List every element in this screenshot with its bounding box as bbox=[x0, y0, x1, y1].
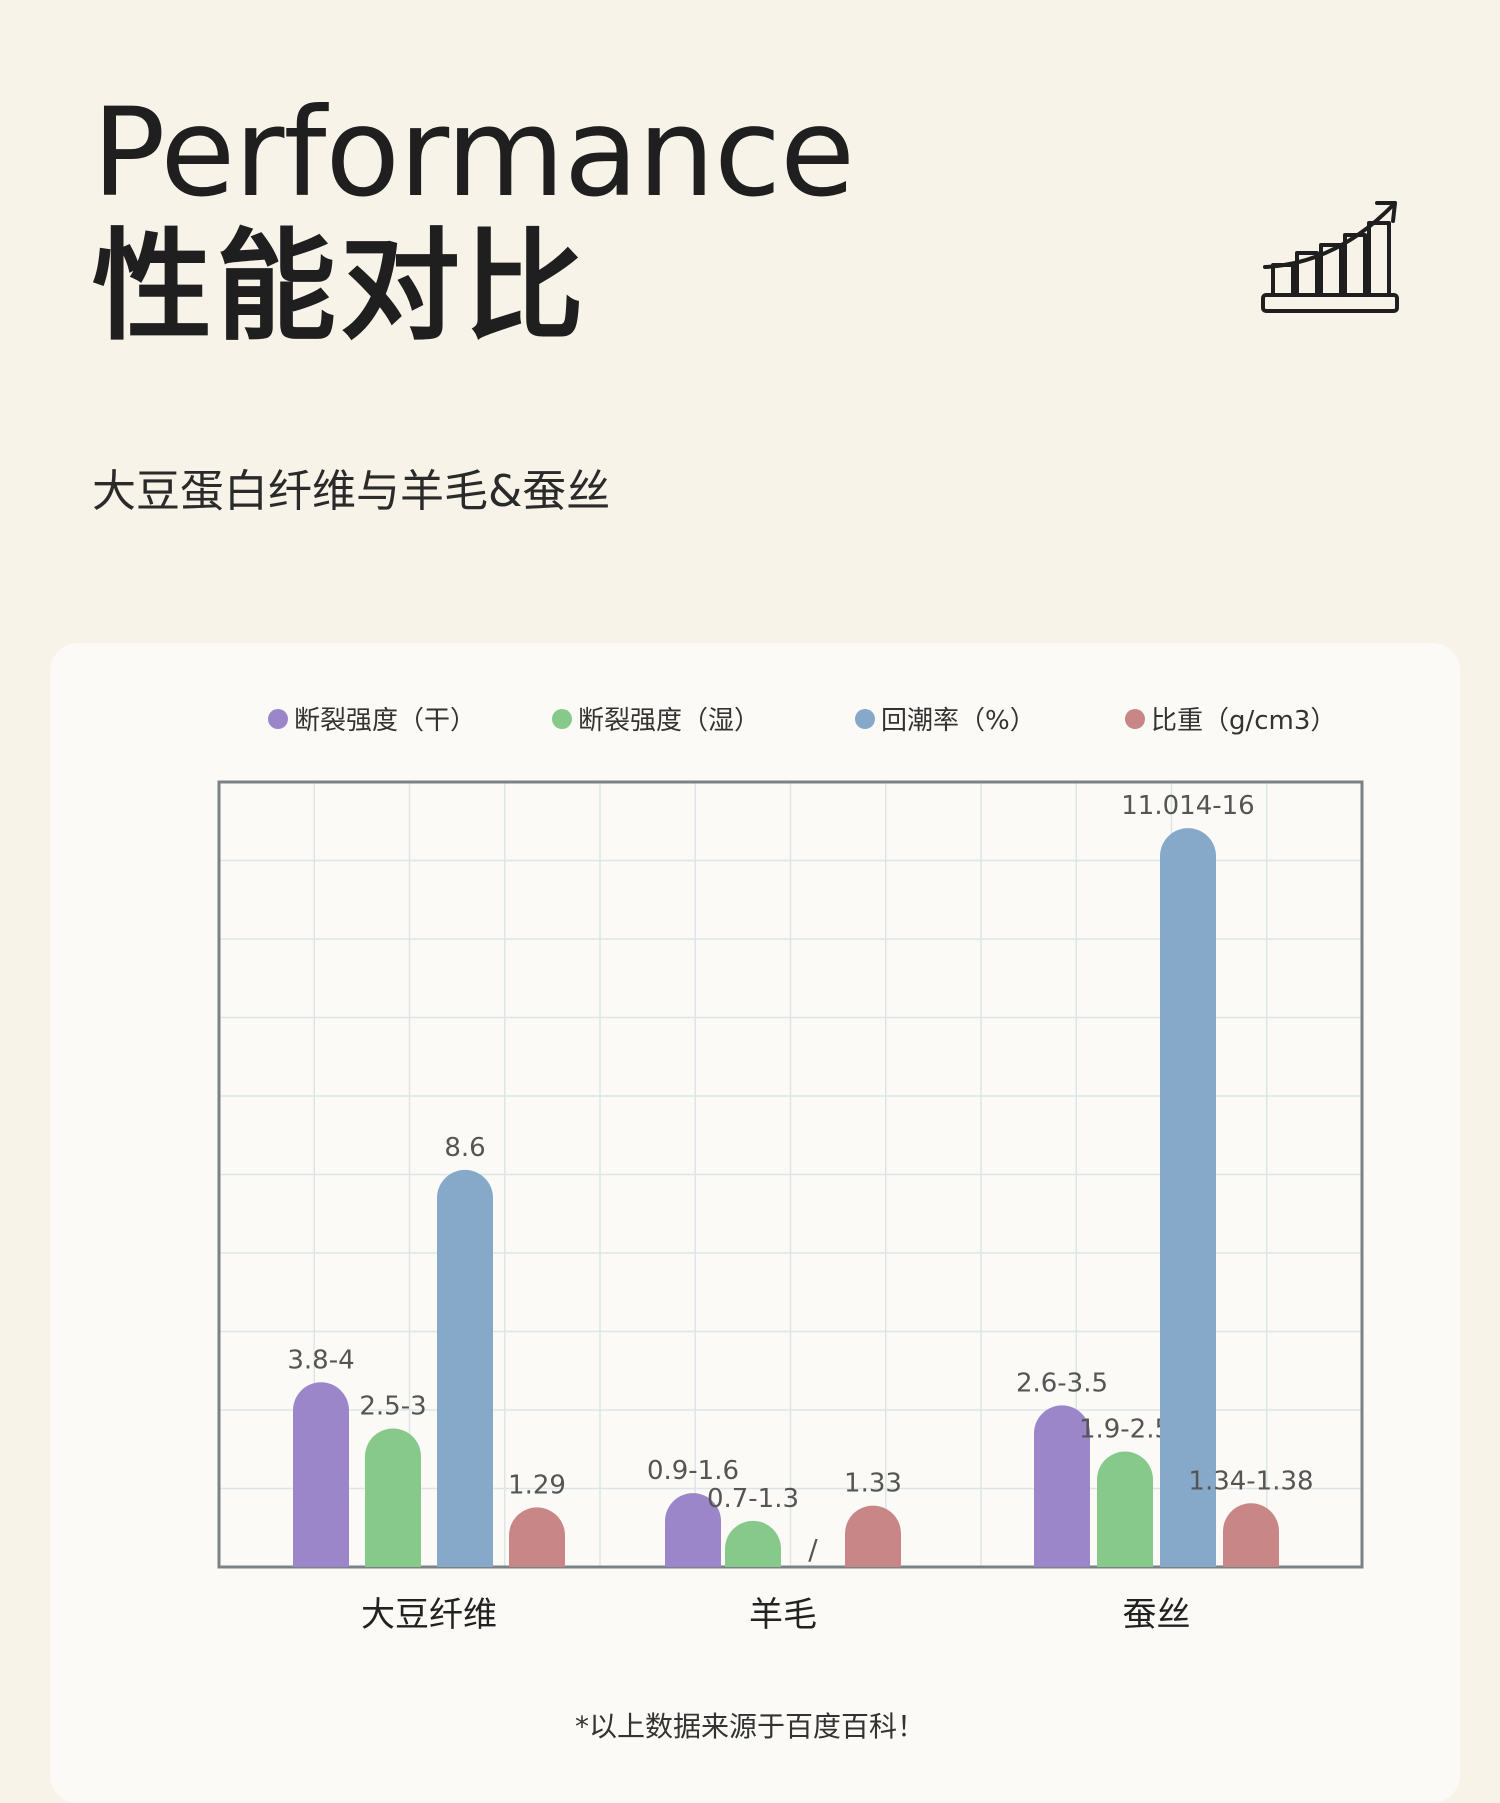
category-label: 蚕丝 bbox=[1123, 1595, 1191, 1635]
footnote: *以上数据来源于百度百科！ bbox=[574, 1710, 925, 1743]
legend-item: 断裂强度（干） bbox=[268, 700, 476, 737]
legend-swatch bbox=[552, 708, 572, 729]
data-label: 0.9-1.6 bbox=[647, 1456, 739, 1486]
bar bbox=[365, 1428, 421, 1567]
page-title-cn: 性能对比 bbox=[92, 218, 588, 357]
legend-swatch bbox=[268, 708, 288, 729]
plot-frame bbox=[217, 780, 1364, 1569]
data-label: 1.29 bbox=[508, 1470, 566, 1500]
data-label: 1.33 bbox=[844, 1469, 902, 1499]
page-subtitle: 大豆蛋白纤维与羊毛&蚕丝 bbox=[92, 466, 611, 517]
data-label: 1.9-2.5 bbox=[1079, 1415, 1171, 1445]
bar bbox=[1097, 1451, 1153, 1567]
legend-label: 断裂强度（干） bbox=[294, 706, 477, 736]
bar bbox=[1223, 1503, 1279, 1567]
legend-item: 比重（g/cm3） bbox=[1125, 700, 1336, 737]
bar bbox=[437, 1169, 493, 1567]
data-label: 2.5-3 bbox=[359, 1391, 426, 1421]
bar bbox=[1160, 828, 1216, 1567]
legend-item: 断裂强度（湿） bbox=[552, 700, 760, 737]
chart-card bbox=[50, 643, 1460, 1803]
legend-label: 比重（g/cm3） bbox=[1151, 706, 1337, 736]
growth-chart-icon bbox=[1261, 201, 1399, 313]
category-label: 羊毛 bbox=[749, 1595, 817, 1635]
bar bbox=[665, 1493, 721, 1567]
bar bbox=[293, 1382, 349, 1567]
bar bbox=[1034, 1405, 1090, 1567]
bar bbox=[845, 1505, 901, 1567]
page-title-en: Performance bbox=[92, 82, 855, 224]
legend-label: 断裂强度（湿） bbox=[578, 706, 761, 736]
chart-legend: 断裂强度（干） 断裂强度（湿） 回潮率（%） 比重（g/cm3） bbox=[0, 700, 1500, 750]
legend-swatch bbox=[855, 708, 875, 729]
data-label: 2.6-3.5 bbox=[1016, 1368, 1108, 1398]
data-label: 3.8-4 bbox=[287, 1345, 354, 1375]
data-label: 11.014-16 bbox=[1121, 791, 1254, 821]
category-label: 大豆纤维 bbox=[361, 1595, 497, 1635]
legend-swatch bbox=[1125, 708, 1145, 729]
bar bbox=[509, 1507, 565, 1567]
legend-label: 回潮率（%） bbox=[881, 706, 1036, 736]
data-label: 0.7-1.3 bbox=[707, 1484, 799, 1514]
legend-item: 回潮率（%） bbox=[855, 700, 1036, 737]
data-label: / bbox=[808, 1533, 818, 1566]
data-label: 1.34-1.38 bbox=[1188, 1466, 1313, 1496]
bar bbox=[725, 1520, 781, 1567]
data-label: 8.6 bbox=[444, 1133, 485, 1163]
